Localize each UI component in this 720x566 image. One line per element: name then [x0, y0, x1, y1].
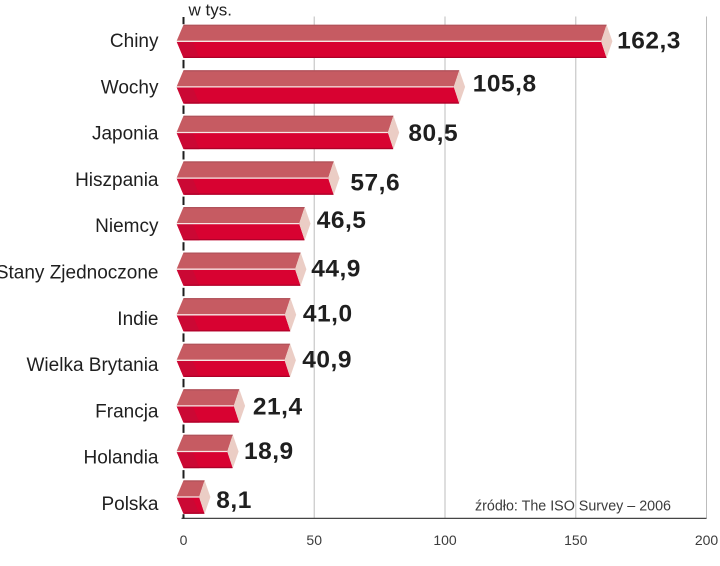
svg-text:50: 50 [306, 532, 322, 548]
svg-text:18,9: 18,9 [244, 438, 294, 465]
svg-text:8,1: 8,1 [216, 487, 252, 514]
svg-text:41,0: 41,0 [303, 301, 353, 328]
svg-text:57,6: 57,6 [350, 170, 400, 197]
svg-text:100: 100 [433, 532, 457, 548]
svg-text:Wielka Brytania: Wielka Brytania [27, 355, 159, 376]
svg-text:Polska: Polska [101, 494, 158, 515]
svg-text:44,9: 44,9 [311, 255, 361, 282]
svg-text:162,3: 162,3 [617, 27, 681, 54]
svg-text:Stany Zjednoczone: Stany Zjednoczone [0, 263, 159, 284]
svg-text:Niemcy: Niemcy [95, 216, 159, 237]
svg-text:46,5: 46,5 [317, 207, 367, 234]
svg-text:Chiny: Chiny [110, 31, 159, 52]
svg-text:40,9: 40,9 [302, 347, 352, 374]
svg-text:80,5: 80,5 [408, 120, 458, 147]
svg-text:21,4: 21,4 [253, 394, 303, 421]
svg-text:Indie: Indie [117, 309, 158, 330]
svg-text:Holandia: Holandia [84, 448, 159, 469]
svg-text:źródło: The ISO Survey – 2006: źródło: The ISO Survey – 2006 [475, 499, 671, 515]
svg-text:Hiszpania: Hiszpania [75, 170, 159, 191]
svg-text:Wochy: Wochy [101, 77, 159, 98]
svg-text:w tys.: w tys. [188, 1, 232, 20]
svg-text:105,8: 105,8 [473, 70, 537, 97]
svg-text:150: 150 [564, 532, 588, 548]
svg-text:Japonia: Japonia [92, 124, 159, 145]
svg-text:Francja: Francja [95, 401, 159, 422]
svg-text:0: 0 [180, 532, 188, 548]
svg-text:200: 200 [695, 532, 719, 548]
